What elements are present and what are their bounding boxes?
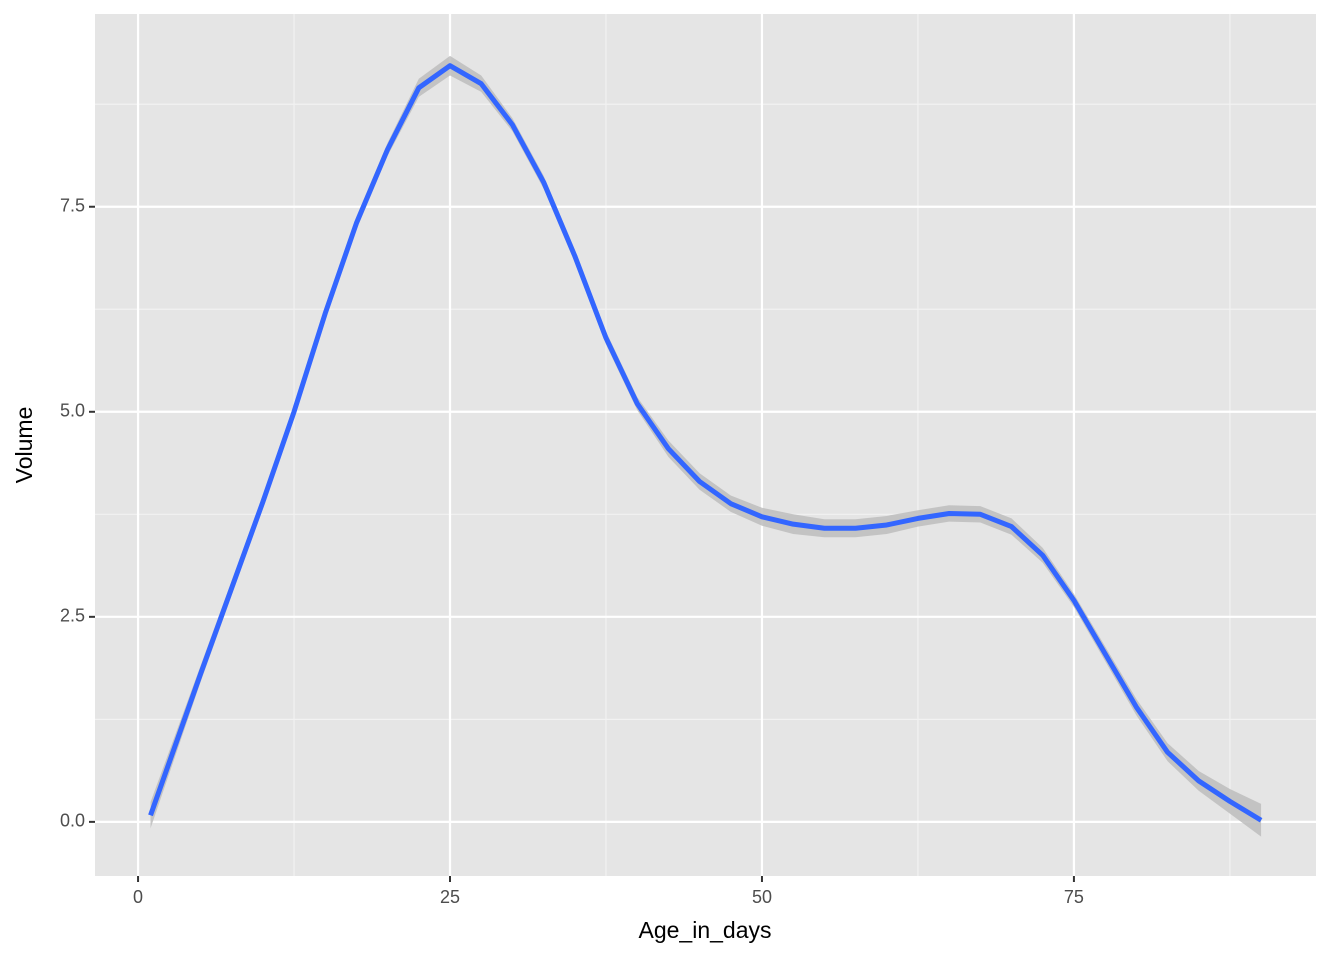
smooth-line (148, 63, 1263, 823)
y-axis-title: Volume (11, 407, 37, 484)
x-axis-title: Age_in_days (639, 917, 772, 943)
x-tick-label: 25 (440, 887, 460, 907)
y-tick-label: 0.0 (60, 811, 85, 831)
y-tick-label: 7.5 (60, 195, 85, 215)
x-tick-label: 75 (1064, 887, 1084, 907)
y-tick-label: 5.0 (60, 401, 85, 421)
y-tick-label: 2.5 (60, 606, 85, 626)
x-tick-label: 50 (752, 887, 772, 907)
x-tick-label: 0 (133, 887, 143, 907)
panel (95, 14, 1316, 876)
